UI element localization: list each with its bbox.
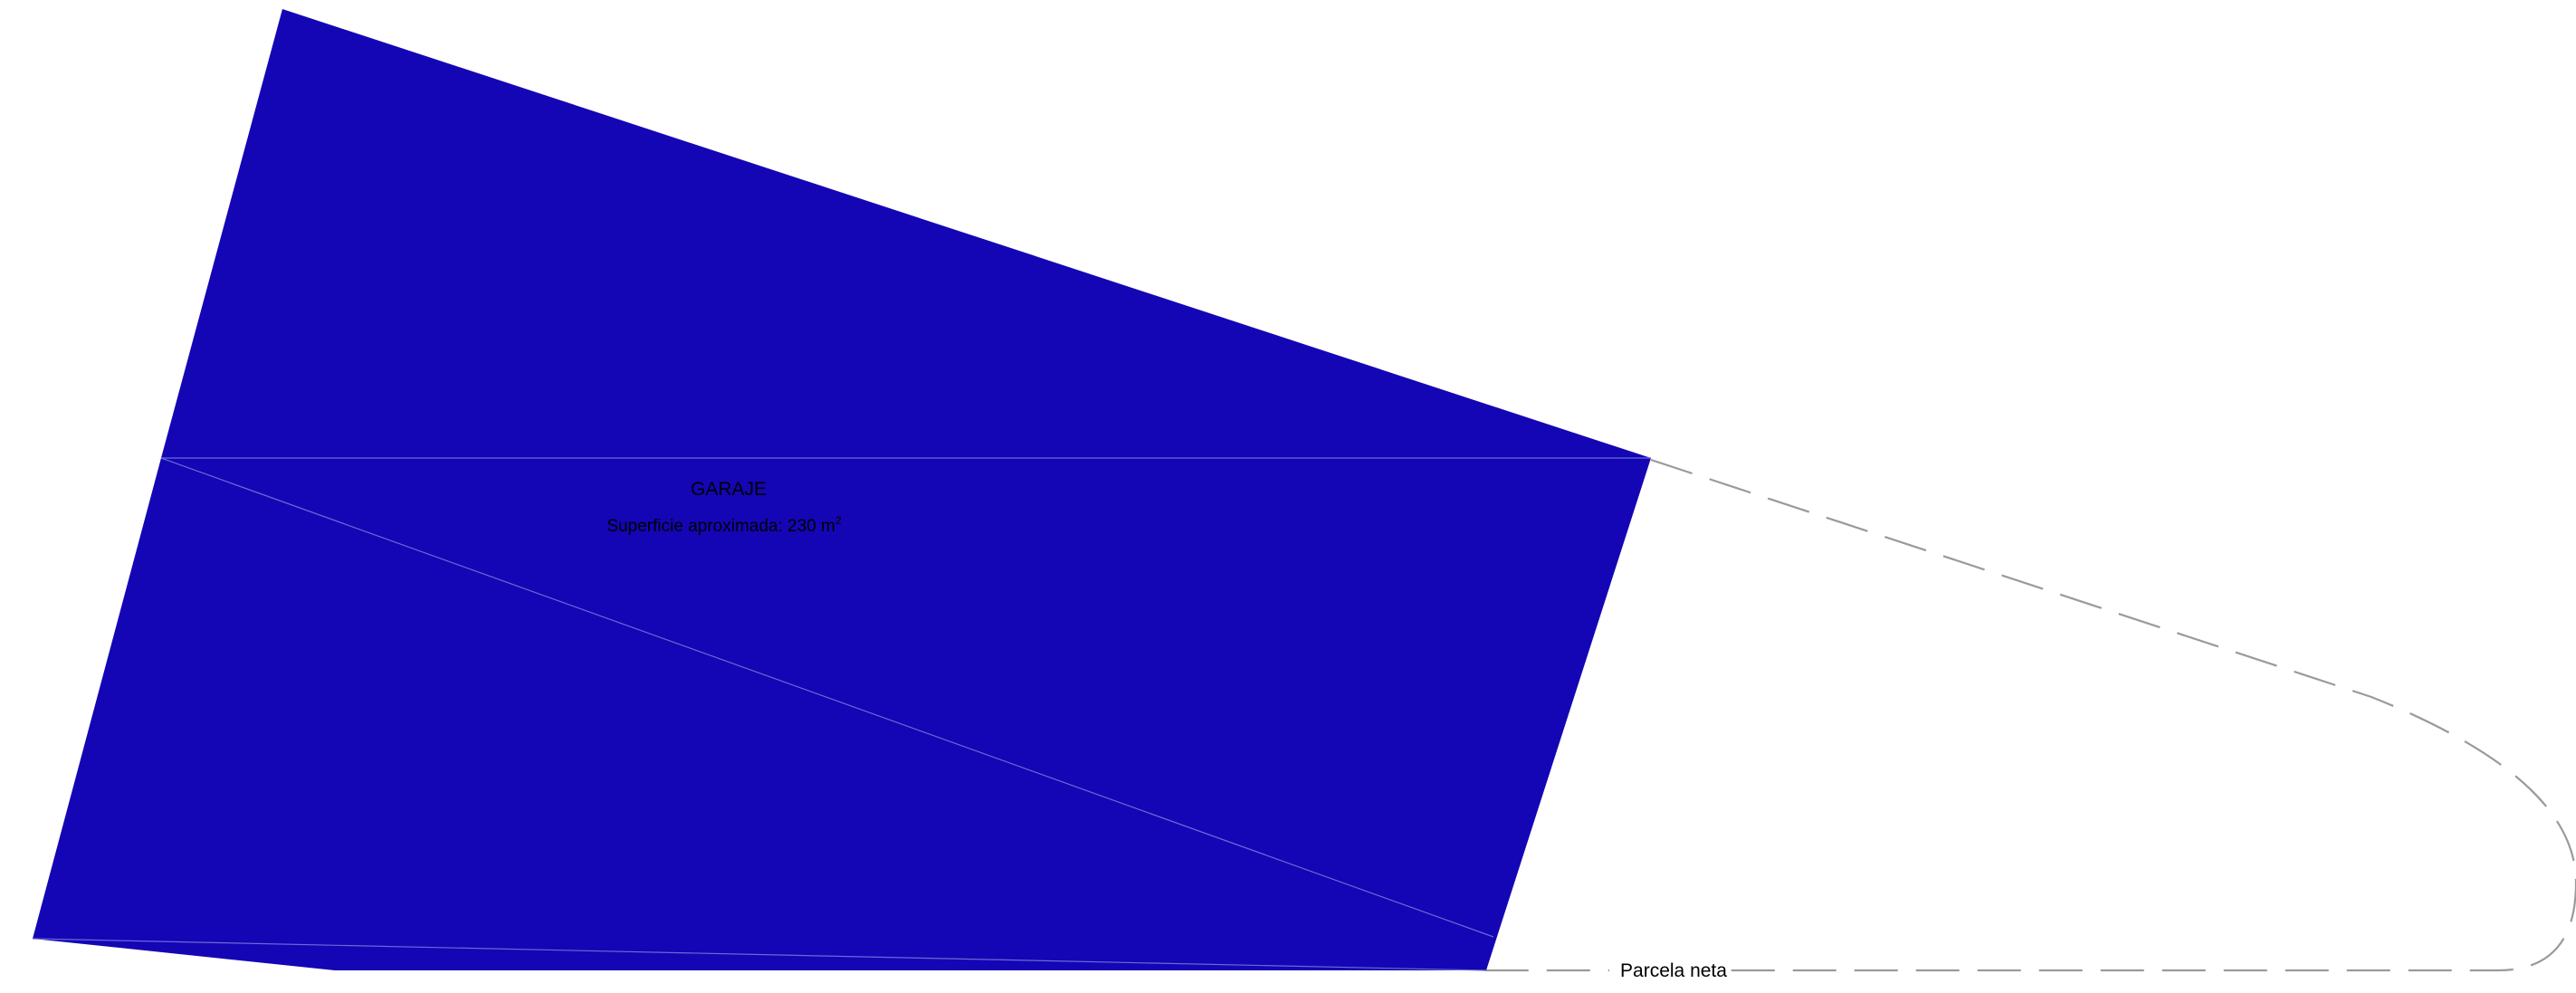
garage-area-label: Superficie aproximada: 230 m2	[606, 514, 841, 536]
garage-area-unit-exponent: 2	[835, 514, 842, 527]
garage-area[interactable]	[33, 9, 1651, 970]
net-plot-label-background	[1609, 958, 1731, 985]
net-plot-label: Parcela neta	[1620, 960, 1727, 981]
garage-diagonal-divider	[160, 457, 1494, 938]
net-plot-boundary	[1484, 458, 2576, 972]
garage-title: GARAJE	[691, 479, 767, 500]
garage-area-value: Superficie aproximada: 230 m	[606, 517, 835, 536]
garage-bottom-edge-line	[32, 938, 1487, 971]
